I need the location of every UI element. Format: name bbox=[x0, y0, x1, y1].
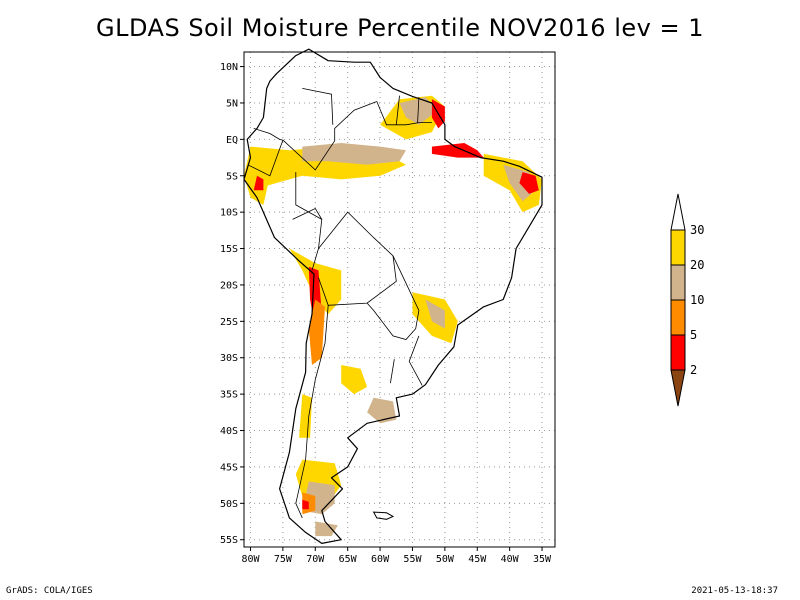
map-frame bbox=[243, 51, 556, 548]
region-tierra-del-fuego-tan bbox=[315, 521, 338, 537]
region-chile-central-yellow bbox=[299, 394, 312, 438]
region-south-brazil-tan bbox=[425, 299, 445, 329]
longitude-tick-labels: 80W 75W 70W 65W 60W 55W 50W 45W 40W 35W bbox=[241, 547, 552, 565]
lat-tick-label: 25S bbox=[220, 317, 238, 328]
lat-tick-label: 35S bbox=[220, 390, 238, 401]
border-line bbox=[395, 95, 400, 125]
region-guiana-tan bbox=[399, 97, 439, 125]
lon-tick-label: 45W bbox=[468, 554, 487, 565]
falklands-outline bbox=[372, 511, 395, 520]
legend-label: 10 bbox=[690, 293, 704, 307]
lat-tick-label: EQ bbox=[226, 135, 238, 146]
colorbar-legend: 2 5 10 20 30 bbox=[670, 193, 704, 407]
border-line bbox=[366, 255, 420, 340]
latitude-tick-labels: 10N 5N EQ 5S 10S 15S 20S 25S 30S 35S 40S 45S 50S 55S bbox=[220, 62, 244, 546]
lat-tick-label: 45S bbox=[220, 462, 238, 473]
percentile-regions bbox=[244, 95, 542, 537]
border-line bbox=[282, 101, 377, 171]
region-central-argentina-yellow bbox=[341, 365, 368, 395]
lat-tick-label: 15S bbox=[220, 244, 238, 255]
border-line bbox=[253, 128, 283, 141]
border-line bbox=[376, 101, 432, 126]
legend-label: 20 bbox=[690, 258, 704, 272]
coastline bbox=[243, 48, 543, 545]
gridlines bbox=[244, 52, 555, 547]
border-line bbox=[247, 139, 284, 177]
lat-tick-label: 20S bbox=[220, 280, 238, 291]
legend-swatch-lowest bbox=[670, 369, 686, 407]
map-title: GLDAS Soil Moisture Percentile NOV2016 l… bbox=[96, 14, 704, 42]
lat-tick-label: 55S bbox=[220, 535, 238, 546]
lat-tick-label: 40S bbox=[220, 426, 238, 437]
legend-label: 2 bbox=[690, 363, 697, 377]
legend-swatch bbox=[670, 334, 686, 371]
lat-tick-label: 10N bbox=[220, 62, 238, 73]
legend-swatch-highest bbox=[670, 193, 686, 231]
lon-tick-label: 60W bbox=[371, 554, 390, 565]
region-ecuador-peru-coast bbox=[244, 146, 270, 205]
lat-tick-label: 5N bbox=[226, 98, 238, 109]
region-patagonia-red bbox=[302, 499, 309, 510]
lat-tick-label: 30S bbox=[220, 353, 238, 364]
border-line bbox=[417, 97, 420, 123]
lon-tick-label: 65W bbox=[339, 554, 358, 565]
legend-label: 30 bbox=[690, 223, 704, 237]
region-amazon-band-tan bbox=[302, 143, 406, 165]
lat-tick-label: 5S bbox=[226, 171, 238, 182]
country-borders bbox=[247, 88, 432, 519]
continent-outline bbox=[243, 48, 543, 545]
lon-tick-label: 75W bbox=[274, 554, 293, 565]
region-northeast-brazil-red bbox=[519, 172, 539, 194]
footer-timestamp: 2021-05-13-18:37 bbox=[691, 586, 778, 596]
region-pampas-tan bbox=[367, 397, 397, 424]
region-andes-orange bbox=[308, 299, 325, 365]
legend-swatch bbox=[670, 264, 686, 301]
region-peru-red bbox=[253, 175, 264, 191]
border-line bbox=[295, 305, 329, 519]
lon-tick-label: 35W bbox=[533, 554, 552, 565]
border-line bbox=[408, 335, 423, 386]
lon-tick-label: 80W bbox=[241, 554, 260, 565]
lat-tick-label: 10S bbox=[220, 208, 238, 219]
border-line bbox=[318, 211, 397, 306]
legend-swatch bbox=[670, 229, 686, 266]
border-line bbox=[390, 359, 395, 384]
border-line bbox=[302, 88, 334, 125]
border-line bbox=[295, 172, 322, 220]
legend-swatch bbox=[670, 299, 686, 336]
lon-tick-label: 40W bbox=[501, 554, 520, 565]
footer-credit: GrADS: COLA/IGES bbox=[6, 586, 93, 596]
lon-tick-label: 70W bbox=[306, 554, 325, 565]
lon-tick-label: 50W bbox=[436, 554, 455, 565]
lat-tick-label: 50S bbox=[220, 499, 238, 510]
lon-tick-label: 55W bbox=[403, 554, 422, 565]
legend-label: 5 bbox=[690, 328, 697, 342]
